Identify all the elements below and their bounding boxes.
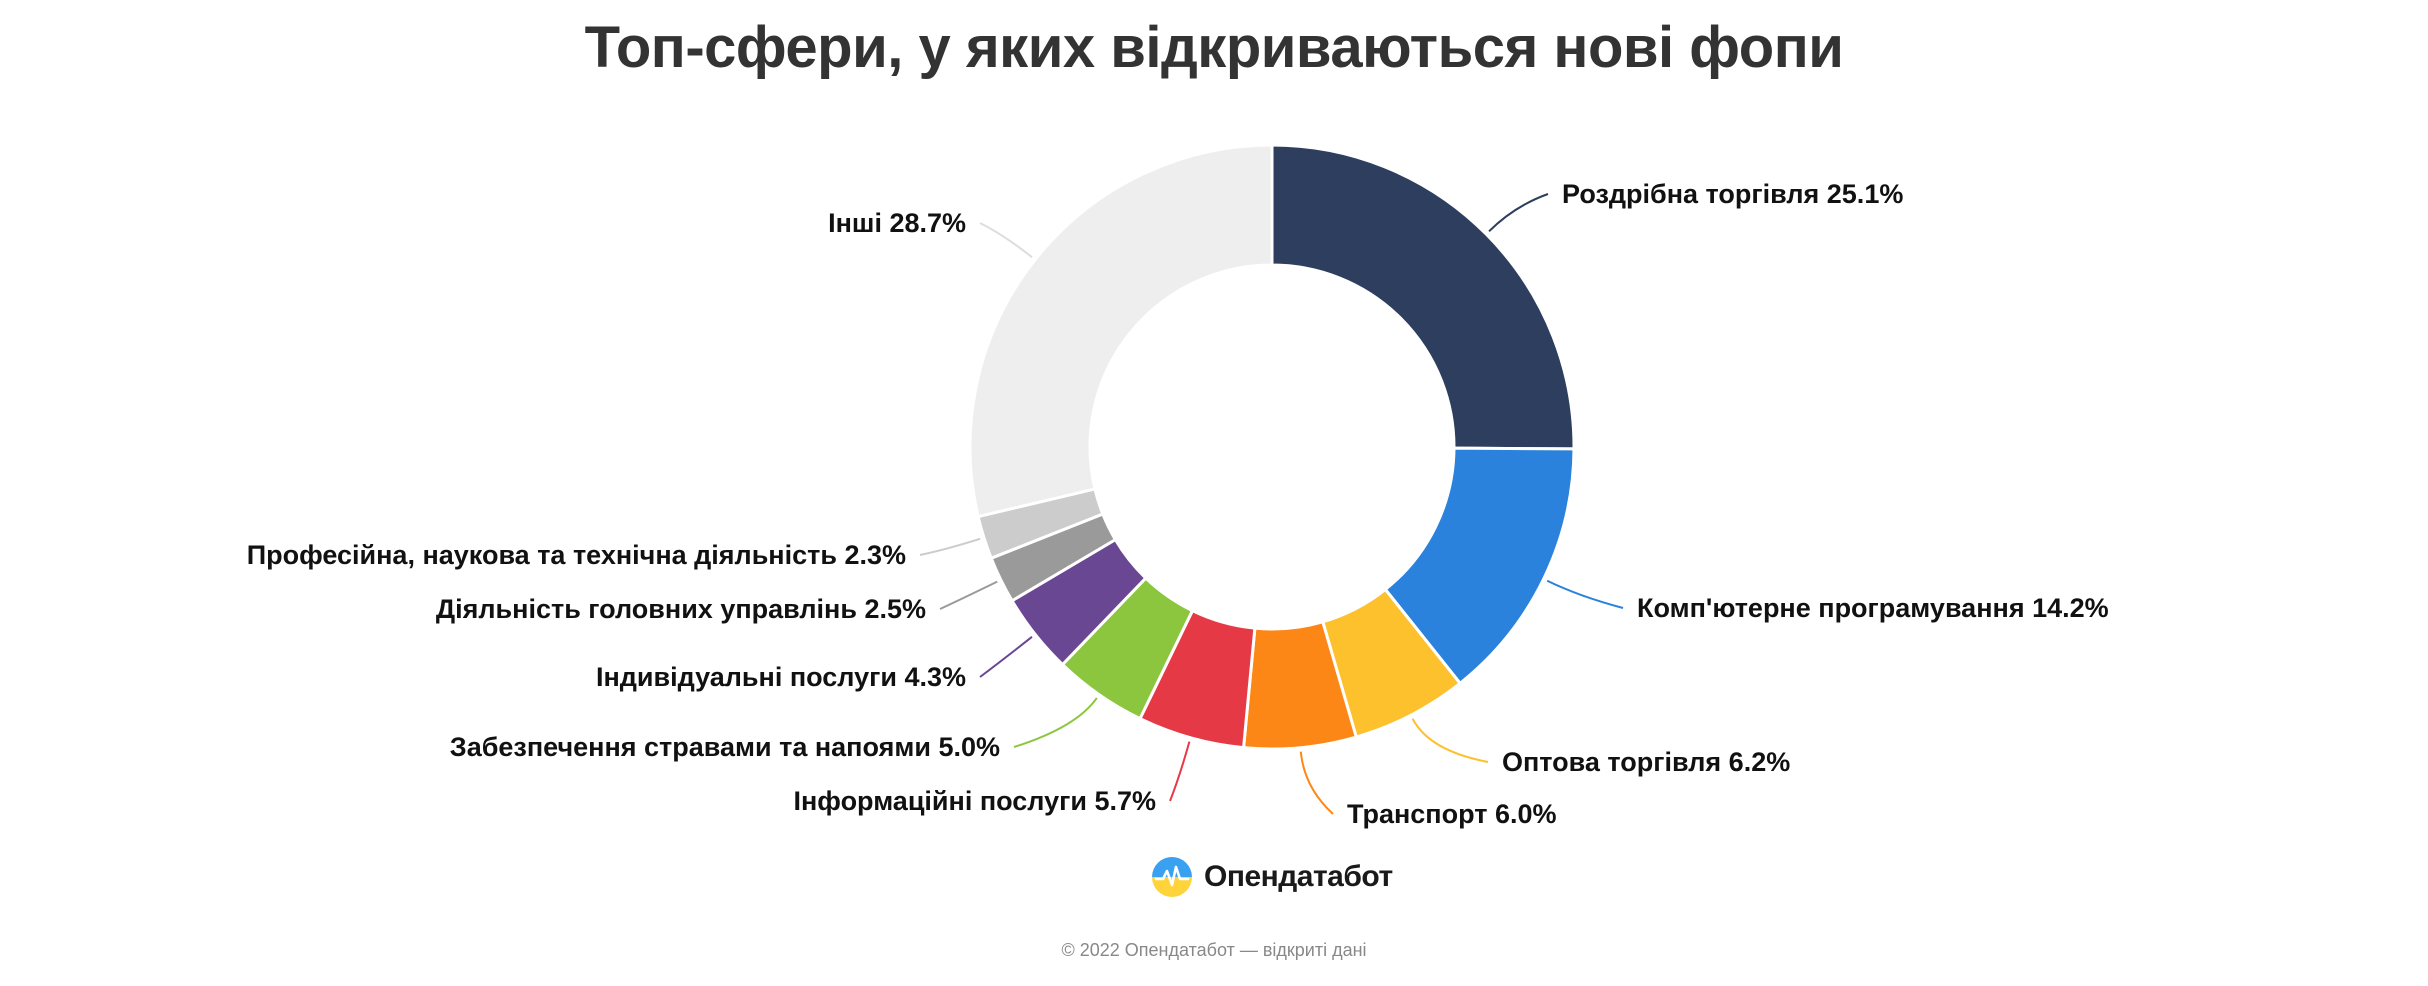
copyright: © 2022 Опендатабот — відкриті дані	[1061, 940, 1367, 960]
chart-title: Топ-сфери, у яких відкриваються нові фоп…	[584, 15, 1844, 80]
leader-line-10	[979, 222, 1033, 258]
slice-label-10: Інші 28.7%	[828, 208, 966, 238]
slice-label-9: Професійна, наукова та технічна діяльніс…	[247, 540, 906, 570]
slice-1	[1270, 143, 1576, 451]
brand-name: Опендатабот	[1204, 860, 1393, 893]
slice-label-7: Індивідуальні послуги 4.3%	[596, 662, 966, 692]
slice-label-8: Діяльність головних управлінь 2.5%	[436, 594, 926, 624]
leader-line-7	[979, 636, 1033, 678]
slice-label-1: Роздрібна торгівля 25.1%	[1562, 179, 1903, 209]
slice-label-2: Комп'ютерне програмування 14.2%	[1637, 593, 2109, 623]
slice-label-4: Транспорт 6.0%	[1347, 799, 1557, 829]
leader-line-3	[1411, 718, 1489, 763]
slice-10	[968, 143, 1274, 519]
brand-icon	[1152, 857, 1192, 897]
leader-line-9	[919, 537, 981, 556]
leader-line-1	[1488, 193, 1549, 233]
slice-label-5: Інформаційні послуги 5.7%	[793, 786, 1156, 816]
leader-line-5	[1169, 741, 1191, 802]
leader-line-2	[1546, 579, 1624, 609]
leader-line-4	[1299, 751, 1334, 815]
leader-line-6	[1013, 697, 1098, 748]
slice-label-3: Оптова торгівля 6.2%	[1502, 747, 1790, 777]
leader-line-8	[939, 580, 998, 610]
brand-logo: Опендатабот	[1150, 855, 1393, 899]
slice-label-6: Забезпечення стравами та напоями 5.0%	[450, 732, 1000, 762]
